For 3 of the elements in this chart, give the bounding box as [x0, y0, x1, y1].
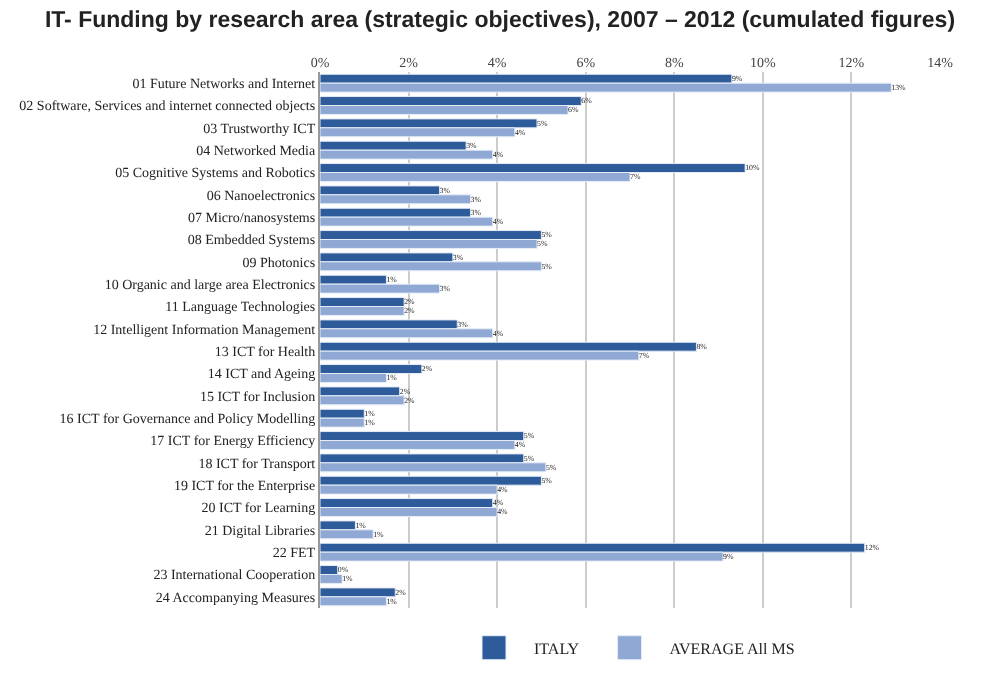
- legend-label: ITALY: [534, 639, 580, 658]
- chart-title: IT- Funding by research area (strategic objectives), 2007 – 2012 (cumulated figures): [44, 8, 956, 33]
- legend-label: AVERAGE All MS: [669, 639, 795, 658]
